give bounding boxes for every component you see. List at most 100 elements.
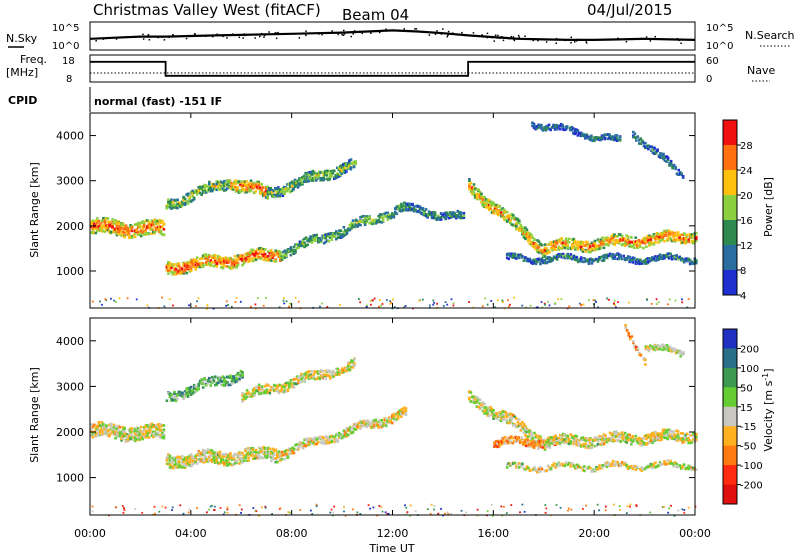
heatmap-cell <box>144 424 148 427</box>
heatmap-cell <box>201 460 205 464</box>
heatmap-cell <box>99 432 102 435</box>
heatmap-cell <box>657 255 660 258</box>
heatmap-cell <box>217 451 220 455</box>
heatmap-cell <box>633 243 636 246</box>
heatmap-cell <box>543 249 547 252</box>
station-title: Christmas Valley West (fitACF) <box>93 1 321 19</box>
heatmap-cell <box>481 402 485 406</box>
heatmap-cell <box>117 227 120 231</box>
heatmap-cell <box>200 459 203 462</box>
heatmap-cell <box>292 187 295 191</box>
heatmap-cell <box>516 253 520 257</box>
heatmap-cell <box>618 136 622 139</box>
heatmap-cell <box>141 227 144 230</box>
heatmap-cell <box>456 215 460 218</box>
heatmap-cell <box>604 255 607 258</box>
heatmap-cell <box>138 233 141 236</box>
heatmap-cell <box>238 456 241 460</box>
heatmap-cell <box>168 261 172 265</box>
heatmap-cell <box>102 432 105 436</box>
nsky-point <box>361 32 363 35</box>
heatmap-cell <box>394 210 397 214</box>
heatmap-cell <box>288 248 291 251</box>
heatmap-cell <box>206 379 210 382</box>
heatmap-cell <box>194 390 197 393</box>
heatmap-cell <box>528 259 532 263</box>
heatmap-cell <box>362 214 365 218</box>
heatmap-cell <box>155 432 158 436</box>
heatmap-cell <box>200 378 203 381</box>
heatmap-cell <box>215 458 219 462</box>
heatmap-cell <box>241 371 244 374</box>
heatmap-cell <box>185 462 188 465</box>
heatmap-cell <box>298 244 302 247</box>
heatmap-cell <box>500 440 504 444</box>
heatmap-cell <box>378 423 382 426</box>
heatmap-cell <box>108 230 111 234</box>
heatmap-cell <box>206 460 210 463</box>
heatmap-cell <box>649 259 653 262</box>
heatmap-cell <box>572 256 576 260</box>
heatmap-cell <box>639 245 642 249</box>
heatmap-cell <box>561 241 565 245</box>
heatmap-cell <box>537 440 540 443</box>
heatmap-cell <box>245 447 249 451</box>
nsearch-label: N.Search <box>745 29 795 42</box>
heatmap-cell <box>388 213 391 217</box>
heatmap-cell <box>577 240 580 244</box>
heatmap-cell <box>247 252 250 255</box>
heatmap-cell <box>277 384 281 387</box>
heatmap-cell <box>593 136 596 139</box>
heatmap-cell <box>591 139 595 143</box>
heatmap-cell <box>304 244 308 247</box>
heatmap-cell <box>204 459 208 463</box>
heatmap-cell <box>250 248 253 252</box>
heatmap-cell <box>472 398 476 401</box>
heatmap-cell <box>133 427 137 431</box>
heatmap-cell <box>489 205 492 209</box>
nsky-point <box>447 34 449 36</box>
heatmap-cell <box>309 375 312 378</box>
heatmap-cell <box>606 133 610 136</box>
nsky-point <box>517 34 520 37</box>
heatmap-cell <box>244 393 247 396</box>
heatmap-cell <box>106 225 110 228</box>
heatmap-cell <box>496 442 499 446</box>
heatmap-cell <box>386 218 390 221</box>
heatmap-cell <box>534 440 538 443</box>
heatmap-cell <box>595 248 598 251</box>
heatmap-cell <box>514 440 518 444</box>
power-y-axis-label: Slant Range [km] <box>28 162 41 258</box>
heatmap-cell <box>555 255 559 259</box>
heatmap-cell <box>203 460 206 464</box>
heatmap-cell <box>286 452 290 456</box>
heatmap-cell <box>353 364 356 367</box>
heatmap-cell <box>279 457 282 461</box>
heatmap-cell <box>162 223 166 226</box>
heatmap-cell <box>227 260 231 264</box>
heatmap-cell <box>118 230 122 233</box>
heatmap-cell <box>383 417 386 420</box>
heatmap-cell <box>580 245 583 249</box>
heatmap-cell <box>183 197 187 201</box>
heatmap-cell <box>602 254 606 257</box>
heatmap-cell <box>289 302 291 305</box>
heatmap-cell <box>486 202 489 205</box>
heatmap-cell <box>189 200 193 203</box>
heatmap-cell <box>342 226 346 229</box>
heatmap-cell <box>289 182 292 185</box>
heatmap-cell <box>492 409 495 412</box>
heatmap-cell <box>314 172 318 176</box>
heatmap-cell <box>525 430 529 434</box>
nsky-point <box>185 37 188 40</box>
heatmap-cell <box>241 254 244 257</box>
heatmap-cell <box>524 256 527 259</box>
heatmap-cell <box>669 232 672 235</box>
heatmap-cell <box>586 259 589 263</box>
heatmap-cell <box>475 196 479 199</box>
heatmap-cell <box>628 255 631 259</box>
heatmap-cell <box>260 253 264 256</box>
heatmap-cell <box>162 435 166 439</box>
heatmap-cell <box>326 436 329 439</box>
heatmap-cell <box>494 306 497 309</box>
